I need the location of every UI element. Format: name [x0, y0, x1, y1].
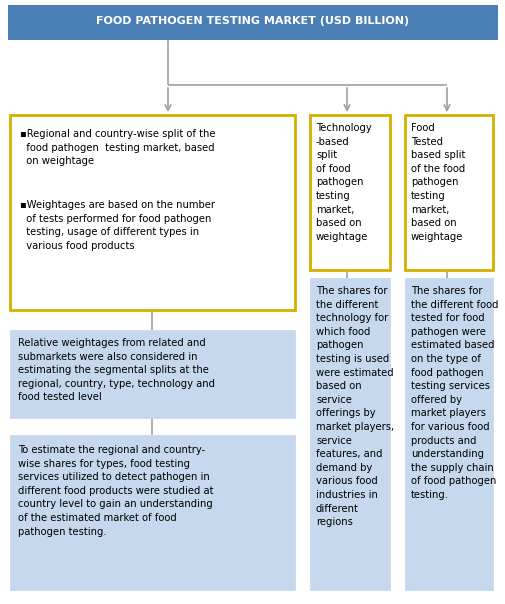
Bar	[10, 435, 295, 590]
Text: ▪Weightages are based on the number
  of tests performed for food pathogen
  tes: ▪Weightages are based on the number of t…	[20, 200, 215, 251]
Bar	[310, 278, 390, 590]
Text: ▪Regional and country-wise split of the
  food pathogen  testing market, based
 : ▪Regional and country-wise split of the …	[20, 129, 216, 166]
Bar	[405, 115, 493, 270]
Text: To estimate the regional and country-
wise shares for types, food testing
servic: To estimate the regional and country- wi…	[18, 445, 214, 536]
Text: FOOD PATHOGEN TESTING MARKET (USD BILLION): FOOD PATHOGEN TESTING MARKET (USD BILLIO…	[96, 16, 409, 27]
Bar	[8, 5, 498, 40]
Bar	[310, 115, 390, 270]
Text: Relative weightages from related and
submarkets were also considered in
estimati: Relative weightages from related and sub…	[18, 338, 215, 402]
Text: The shares for
the different
technology for
which food
pathogen
testing is used
: The shares for the different technology …	[316, 286, 394, 527]
Bar	[10, 115, 295, 310]
Text: Food
Tested
based split
of the food
pathogen
testing
market,
based on
weightage: Food Tested based split of the food path…	[411, 123, 466, 242]
Bar	[405, 278, 493, 590]
Bar	[10, 330, 295, 418]
Text: Technology
-based
split
of food
pathogen
testing
market,
based on
weightage: Technology -based split of food pathogen…	[316, 123, 372, 242]
Text: The shares for
the different food
tested for food
pathogen were
estimated based
: The shares for the different food tested…	[411, 286, 498, 500]
